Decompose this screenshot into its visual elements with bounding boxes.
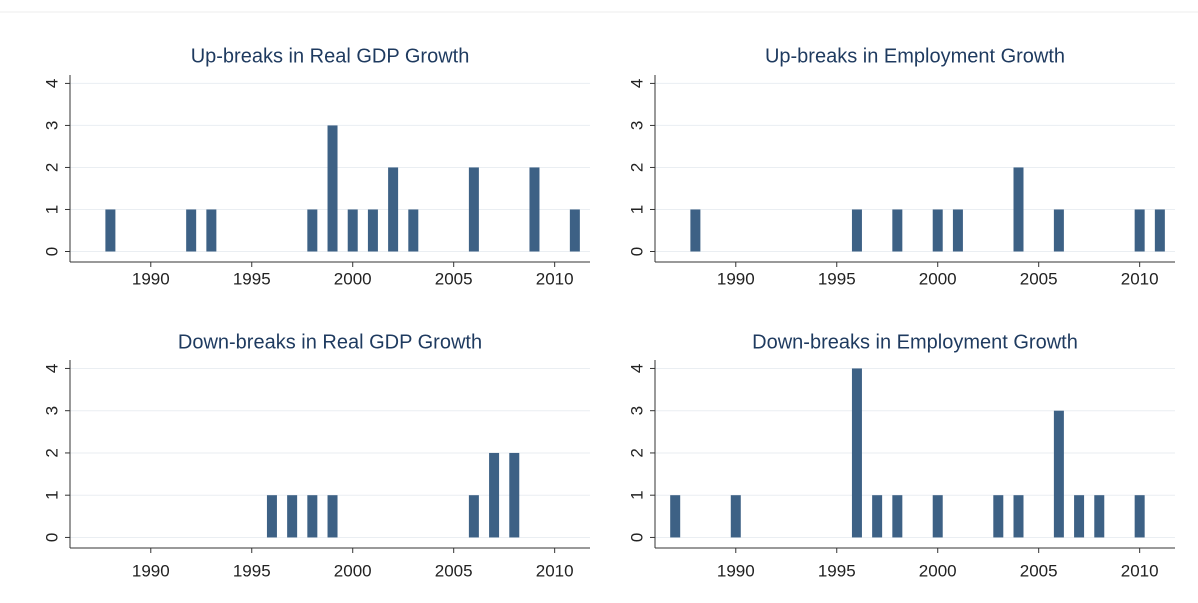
x-tick-label: 1995 [818, 561, 856, 580]
y-tick-label: 0 [42, 533, 61, 542]
bar [206, 209, 217, 252]
y-tick-label: 0 [627, 247, 646, 256]
bar [1134, 495, 1145, 538]
bar [347, 209, 358, 252]
bar [1053, 209, 1064, 252]
bar [489, 452, 500, 538]
x-tick-label: 2000 [334, 561, 372, 580]
bar [1074, 495, 1085, 538]
x-tick-label: 1990 [132, 561, 170, 580]
x-tick-label: 1995 [233, 269, 271, 288]
y-tick-label: 2 [42, 448, 61, 457]
bar [670, 495, 681, 538]
y-tick-label: 0 [42, 247, 61, 256]
bar [1094, 495, 1105, 538]
y-tick-label: 1 [627, 490, 646, 499]
y-tick-label: 2 [627, 448, 646, 457]
bar [307, 209, 318, 252]
x-tick-label: 2005 [1020, 561, 1058, 580]
bar [952, 209, 963, 252]
chart-title: Up-breaks in Real GDP Growth [191, 45, 470, 67]
y-tick-label: 0 [627, 533, 646, 542]
chart-title: Down-breaks in Real GDP Growth [178, 331, 482, 353]
bar [1013, 167, 1024, 252]
y-tick-label: 1 [42, 490, 61, 499]
y-tick-label: 3 [42, 121, 61, 130]
bar [287, 495, 298, 538]
x-tick-label: 1990 [717, 269, 755, 288]
y-tick-label: 4 [627, 79, 646, 88]
bar [932, 495, 943, 538]
bar [186, 209, 197, 252]
y-tick-label: 1 [42, 205, 61, 214]
x-tick-label: 2000 [919, 561, 957, 580]
bar [892, 209, 903, 252]
bar [367, 209, 378, 252]
bar [1134, 209, 1145, 252]
bar [872, 495, 883, 538]
bar [105, 209, 116, 252]
x-tick-label: 2010 [1121, 561, 1159, 580]
bar [408, 209, 419, 252]
bar [529, 167, 540, 252]
bar [730, 495, 741, 538]
bar [1053, 410, 1064, 538]
y-tick-label: 1 [627, 205, 646, 214]
y-tick-label: 3 [627, 121, 646, 130]
bar [307, 495, 318, 538]
bar [468, 167, 479, 252]
x-tick-label: 2010 [1121, 269, 1159, 288]
x-tick-label: 1990 [132, 269, 170, 288]
y-tick-label: 2 [42, 163, 61, 172]
y-tick-label: 4 [42, 79, 61, 88]
bar [851, 209, 862, 252]
x-tick-label: 2005 [435, 561, 473, 580]
x-tick-label: 2010 [536, 561, 574, 580]
bar [468, 495, 479, 538]
x-tick-label: 1990 [717, 561, 755, 580]
bar [690, 209, 701, 252]
y-tick-label: 3 [627, 406, 646, 415]
chart-title: Up-breaks in Employment Growth [765, 45, 1065, 67]
x-tick-label: 2000 [919, 269, 957, 288]
bar [569, 209, 580, 252]
y-tick-label: 4 [42, 364, 61, 373]
bar [1154, 209, 1165, 252]
x-tick-label: 2010 [536, 269, 574, 288]
bar [892, 495, 903, 538]
bar [266, 495, 277, 538]
bar [932, 209, 943, 252]
y-tick-label: 2 [627, 163, 646, 172]
x-tick-label: 1995 [818, 269, 856, 288]
bar [851, 368, 862, 538]
chart-title: Down-breaks in Employment Growth [752, 331, 1078, 353]
x-tick-label: 2000 [334, 269, 372, 288]
x-tick-label: 2005 [1020, 269, 1058, 288]
y-tick-label: 4 [627, 364, 646, 373]
bar [327, 495, 338, 538]
bar [509, 452, 520, 538]
bar [993, 495, 1004, 538]
y-tick-label: 3 [42, 406, 61, 415]
bar [388, 167, 399, 252]
x-tick-label: 1995 [233, 561, 271, 580]
x-tick-label: 2005 [435, 269, 473, 288]
bar [1013, 495, 1024, 538]
bar [327, 125, 338, 252]
